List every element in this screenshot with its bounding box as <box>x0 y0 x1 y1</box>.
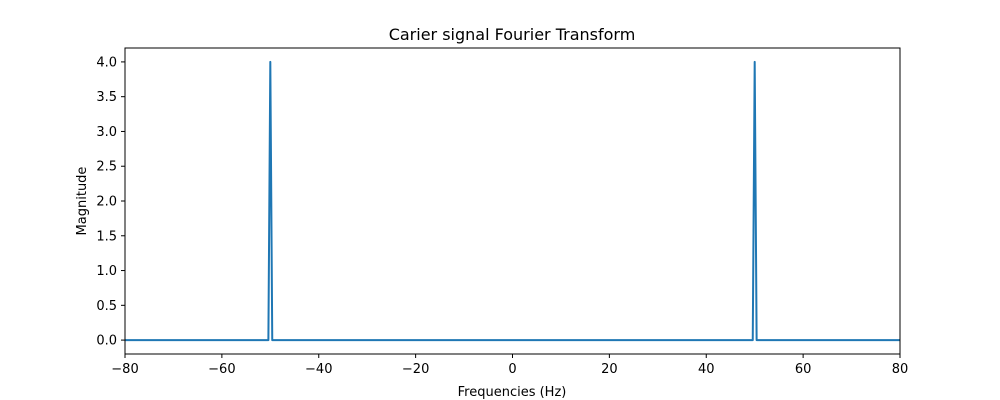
x-tick-label: 60 <box>795 362 812 377</box>
plot-frame <box>124 47 901 355</box>
y-tick-label: 4.0 <box>96 55 117 70</box>
chart-title: Carier signal Fourier Transform <box>389 25 636 44</box>
x-tick-label: −20 <box>402 362 429 377</box>
y-tick-label: 1.5 <box>96 229 117 244</box>
x-axis-label: Frequencies (Hz) <box>458 385 567 400</box>
y-axis-label: Magnitude <box>75 167 90 236</box>
y-tick-label: 0.0 <box>96 334 117 349</box>
y-tick-label: 3.0 <box>96 125 117 140</box>
y-tick-label: 3.5 <box>96 90 117 105</box>
x-tick-label: −60 <box>208 362 235 377</box>
series-line-0 <box>125 60 900 342</box>
y-tick-label: 1.0 <box>96 264 117 279</box>
y-tick-label: 2.5 <box>96 160 117 175</box>
y-tick-label: 0.5 <box>96 299 117 314</box>
x-tick-label: −80 <box>111 362 138 377</box>
x-tick-label: 40 <box>698 362 715 377</box>
x-tick-label: 20 <box>601 362 618 377</box>
x-axis: −80 −60 −40 −20 0 20 40 60 80 <box>111 354 908 377</box>
x-tick-label: 0 <box>508 362 516 377</box>
x-tick-label: 80 <box>892 362 909 377</box>
y-tick-label: 2.0 <box>96 195 117 210</box>
y-axis: 0.0 0.5 1.0 1.5 2.0 2.5 3.0 3.5 4.0 <box>96 55 125 349</box>
x-tick-label: −40 <box>305 362 332 377</box>
